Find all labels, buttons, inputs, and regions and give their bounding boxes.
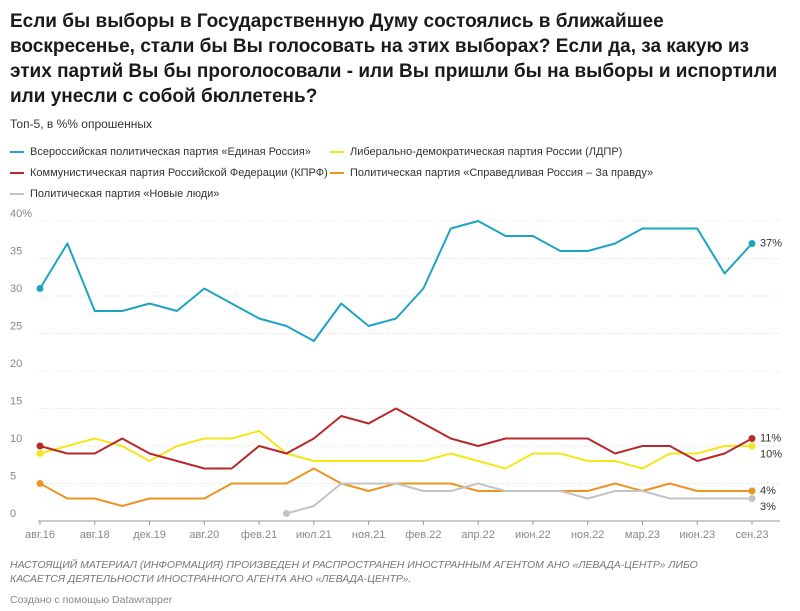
data-line [39, 430, 752, 470]
end-point [36, 285, 44, 292]
end-point [36, 442, 44, 450]
end-label: 37% [760, 237, 782, 249]
chart-title-line: или унесли с собой бюллетень? [10, 86, 317, 107]
footnote: НАСТОЯЩИЙ МАТЕРИАЛ (ИНФОРМАЦИЯ) ПРОИЗВЕД… [10, 558, 698, 571]
end-label: 10% [760, 448, 782, 460]
x-tick-label: сен.23 [736, 529, 769, 541]
y-tick-label: 30 [10, 283, 22, 295]
x-tick-label: фев.21 [241, 529, 277, 541]
chart-title-line: воскресенье, стали бы Вы голосовать на э… [10, 36, 749, 57]
end-point [748, 435, 756, 442]
x-tick-label: авг.20 [189, 529, 219, 541]
y-tick-label: 40% [10, 208, 32, 220]
data-line [39, 220, 753, 342]
data-line [39, 467, 752, 507]
end-label: 4% [760, 485, 776, 497]
end-label: 11% [760, 432, 781, 444]
legend-label: Политическая партия «Новые люди» [30, 188, 219, 200]
end-point [36, 450, 44, 457]
y-tick-label: 10 [10, 433, 22, 445]
x-tick-label: апр.22 [461, 529, 494, 541]
y-tick-label: 5 [10, 470, 16, 482]
x-tick-label: июл.21 [296, 529, 332, 541]
credit: Создано с помощью Datawrapper [10, 594, 173, 606]
end-point [748, 495, 756, 502]
legend-label: Коммунистическая партия Российской Федер… [30, 167, 328, 179]
legend-label: Политическая партия «Справедливая Россия… [350, 167, 653, 179]
x-tick-label: ноя.21 [352, 529, 385, 541]
end-point [748, 442, 756, 450]
legend-label: Либерально-демократическая партия России… [350, 146, 622, 158]
y-tick-label: 15 [10, 395, 22, 407]
x-tick-label: мар.23 [625, 529, 660, 541]
y-tick-label: 35 [10, 245, 22, 257]
chart-title-line: Если бы выборы в Государственную Думу со… [10, 11, 664, 32]
x-tick-label: июн.23 [679, 529, 715, 541]
y-tick-label: 0 [10, 508, 16, 520]
x-tick-label: дек.19 [133, 529, 166, 541]
end-label: 3% [760, 501, 776, 513]
data-line [286, 482, 752, 515]
end-point [748, 240, 756, 247]
data-line [39, 407, 753, 470]
x-tick-label: июн.22 [515, 529, 551, 541]
end-point [36, 480, 44, 487]
end-point [748, 487, 756, 495]
legend-label: Всероссийская политическая партия «Едина… [30, 146, 311, 158]
footnote: КАСАЕТСЯ ДЕЯТЕЛЬНОСТИ ИНОСТРАННОГО АГЕНТ… [10, 573, 411, 585]
x-tick-label: авг.16 [25, 529, 55, 541]
y-tick-label: 25 [10, 320, 22, 332]
chart-subtitle: Топ-5, в %% опрошенных [10, 117, 152, 131]
chart-title-line: этих партий Вы бы проголосовали - или Вы… [10, 61, 777, 82]
x-tick-label: фев.22 [405, 529, 441, 541]
x-tick-label: авг.18 [80, 529, 110, 541]
y-tick-label: 20 [10, 358, 22, 370]
end-point [282, 510, 290, 517]
x-tick-label: ноя.22 [571, 529, 604, 541]
